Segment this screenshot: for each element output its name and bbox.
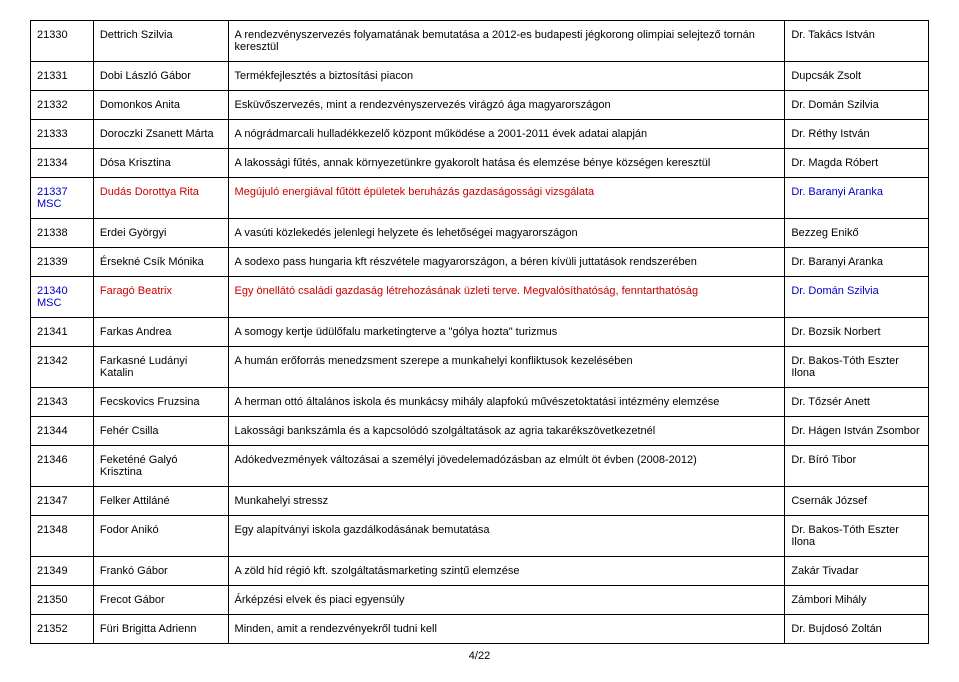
cell-reviewer: Dr. Baranyi Aranka <box>785 248 929 277</box>
table-row: 21341Farkas AndreaA somogy kertje üdülőf… <box>31 318 929 347</box>
cell-id: 21338 <box>31 219 94 248</box>
cell-desc: Lakossági bankszámla és a kapcsolódó szo… <box>228 417 785 446</box>
table-row: 21352Füri Brigitta AdriennMinden, amit a… <box>31 615 929 644</box>
table-row: 21331Dobi László GáborTermékfejlesztés a… <box>31 62 929 91</box>
cell-name: Dósa Krisztina <box>93 149 228 178</box>
cell-reviewer: Zakár Tivadar <box>785 557 929 586</box>
cell-reviewer: Dr. Magda Róbert <box>785 149 929 178</box>
cell-desc: A nógrádmarcali hulladékkezelő központ m… <box>228 120 785 149</box>
cell-desc: Munkahelyi stressz <box>228 487 785 516</box>
cell-id: 21333 <box>31 120 94 149</box>
cell-reviewer: Dupcsák Zsolt <box>785 62 929 91</box>
cell-name: Farkas Andrea <box>93 318 228 347</box>
table-row: 21332Domonkos AnitaEsküvőszervezés, mint… <box>31 91 929 120</box>
cell-desc: A herman ottó általános iskola és munkác… <box>228 388 785 417</box>
cell-name: Fodor Anikó <box>93 516 228 557</box>
cell-id: 21334 <box>31 149 94 178</box>
table-row: 21338Erdei GyörgyiA vasúti közlekedés je… <box>31 219 929 248</box>
table-row: 21347Felker AttilánéMunkahelyi stresszCs… <box>31 487 929 516</box>
cell-name: Domonkos Anita <box>93 91 228 120</box>
cell-desc: A rendezvényszervezés folyamatának bemut… <box>228 21 785 62</box>
cell-id: 21337 MSC <box>31 178 94 219</box>
table-row: 21346Feketéné Galyó KrisztinaAdókedvezmé… <box>31 446 929 487</box>
cell-name: Frankó Gábor <box>93 557 228 586</box>
cell-desc: Minden, amit a rendezvényekről tudni kel… <box>228 615 785 644</box>
records-table: 21330Dettrich SzilviaA rendezvényszervez… <box>30 20 929 644</box>
cell-desc: Esküvőszervezés, mint a rendezvényszerve… <box>228 91 785 120</box>
cell-name: Dettrich Szilvia <box>93 21 228 62</box>
cell-id: 21349 <box>31 557 94 586</box>
table-row: 21348Fodor AnikóEgy alapítványi iskola g… <box>31 516 929 557</box>
cell-id: 21332 <box>31 91 94 120</box>
cell-id: 21350 <box>31 586 94 615</box>
table-row: 21343Fecskovics FruzsinaA herman ottó ál… <box>31 388 929 417</box>
cell-reviewer: Dr. Bakos-Tóth Eszter Ilona <box>785 516 929 557</box>
cell-name: Dudás Dorottya Rita <box>93 178 228 219</box>
cell-reviewer: Dr. Réthy István <box>785 120 929 149</box>
table-row: 21333Doroczki Zsanett MártaA nógrádmarca… <box>31 120 929 149</box>
cell-reviewer: Dr. Baranyi Aranka <box>785 178 929 219</box>
cell-id: 21343 <box>31 388 94 417</box>
cell-desc: A lakossági fűtés, annak környezetünkre … <box>228 149 785 178</box>
table-row: 21340 MSCFaragó BeatrixEgy önellátó csal… <box>31 277 929 318</box>
cell-name: Füri Brigitta Adrienn <box>93 615 228 644</box>
cell-reviewer: Dr. Takács István <box>785 21 929 62</box>
cell-reviewer: Csernák József <box>785 487 929 516</box>
table-row: 21349Frankó GáborA zöld híd régió kft. s… <box>31 557 929 586</box>
cell-name: Érsekné Csík Mónika <box>93 248 228 277</box>
cell-desc: Termékfejlesztés a biztosítási piacon <box>228 62 785 91</box>
cell-desc: Árképzési elvek és piaci egyensúly <box>228 586 785 615</box>
cell-desc: A zöld híd régió kft. szolgáltatásmarket… <box>228 557 785 586</box>
cell-reviewer: Dr. Hágen István Zsombor <box>785 417 929 446</box>
cell-name: Doroczki Zsanett Márta <box>93 120 228 149</box>
cell-desc: Egy alapítványi iskola gazdálkodásának b… <box>228 516 785 557</box>
cell-name: Frecot Gábor <box>93 586 228 615</box>
table-row: 21330Dettrich SzilviaA rendezvényszervez… <box>31 21 929 62</box>
table-row: 21344Fehér CsillaLakossági bankszámla és… <box>31 417 929 446</box>
cell-desc: Megújuló energiával fűtött épületek beru… <box>228 178 785 219</box>
cell-id: 21352 <box>31 615 94 644</box>
cell-reviewer: Dr. Bozsik Norbert <box>785 318 929 347</box>
cell-name: Fecskovics Fruzsina <box>93 388 228 417</box>
cell-reviewer: Dr. Domán Szilvia <box>785 91 929 120</box>
cell-id: 21347 <box>31 487 94 516</box>
cell-reviewer: Dr. Tőzsér Anett <box>785 388 929 417</box>
cell-id: 21348 <box>31 516 94 557</box>
cell-id: 21341 <box>31 318 94 347</box>
cell-name: Felker Attiláné <box>93 487 228 516</box>
cell-name: Erdei Györgyi <box>93 219 228 248</box>
table-row: 21337 MSCDudás Dorottya RitaMegújuló ene… <box>31 178 929 219</box>
cell-reviewer: Dr. Bujdosó Zoltán <box>785 615 929 644</box>
cell-desc: A humán erőforrás menedzsment szerepe a … <box>228 347 785 388</box>
cell-desc: A vasúti közlekedés jelenlegi helyzete é… <box>228 219 785 248</box>
cell-id: 21342 <box>31 347 94 388</box>
cell-reviewer: Dr. Domán Szilvia <box>785 277 929 318</box>
cell-name: Feketéné Galyó Krisztina <box>93 446 228 487</box>
cell-reviewer: Dr. Bíró Tibor <box>785 446 929 487</box>
cell-reviewer: Dr. Bakos-Tóth Eszter Ilona <box>785 347 929 388</box>
cell-id: 21339 <box>31 248 94 277</box>
cell-reviewer: Zámbori Mihály <box>785 586 929 615</box>
cell-id: 21346 <box>31 446 94 487</box>
cell-name: Faragó Beatrix <box>93 277 228 318</box>
cell-reviewer: Bezzeg Enikő <box>785 219 929 248</box>
page-number: 4/22 <box>30 650 929 662</box>
cell-name: Farkasné Ludányi Katalin <box>93 347 228 388</box>
cell-id: 21340 MSC <box>31 277 94 318</box>
cell-id: 21344 <box>31 417 94 446</box>
cell-desc: A sodexo pass hungaria kft részvétele ma… <box>228 248 785 277</box>
table-row: 21342Farkasné Ludányi KatalinA humán erő… <box>31 347 929 388</box>
table-row: 21350Frecot GáborÁrképzési elvek és piac… <box>31 586 929 615</box>
cell-desc: A somogy kertje üdülőfalu marketingterve… <box>228 318 785 347</box>
cell-name: Fehér Csilla <box>93 417 228 446</box>
table-row: 21339Érsekné Csík MónikaA sodexo pass hu… <box>31 248 929 277</box>
cell-desc: Egy önellátó családi gazdaság létrehozás… <box>228 277 785 318</box>
cell-id: 21330 <box>31 21 94 62</box>
cell-id: 21331 <box>31 62 94 91</box>
cell-desc: Adókedvezmények változásai a személyi jö… <box>228 446 785 487</box>
table-row: 21334Dósa KrisztinaA lakossági fűtés, an… <box>31 149 929 178</box>
cell-name: Dobi László Gábor <box>93 62 228 91</box>
